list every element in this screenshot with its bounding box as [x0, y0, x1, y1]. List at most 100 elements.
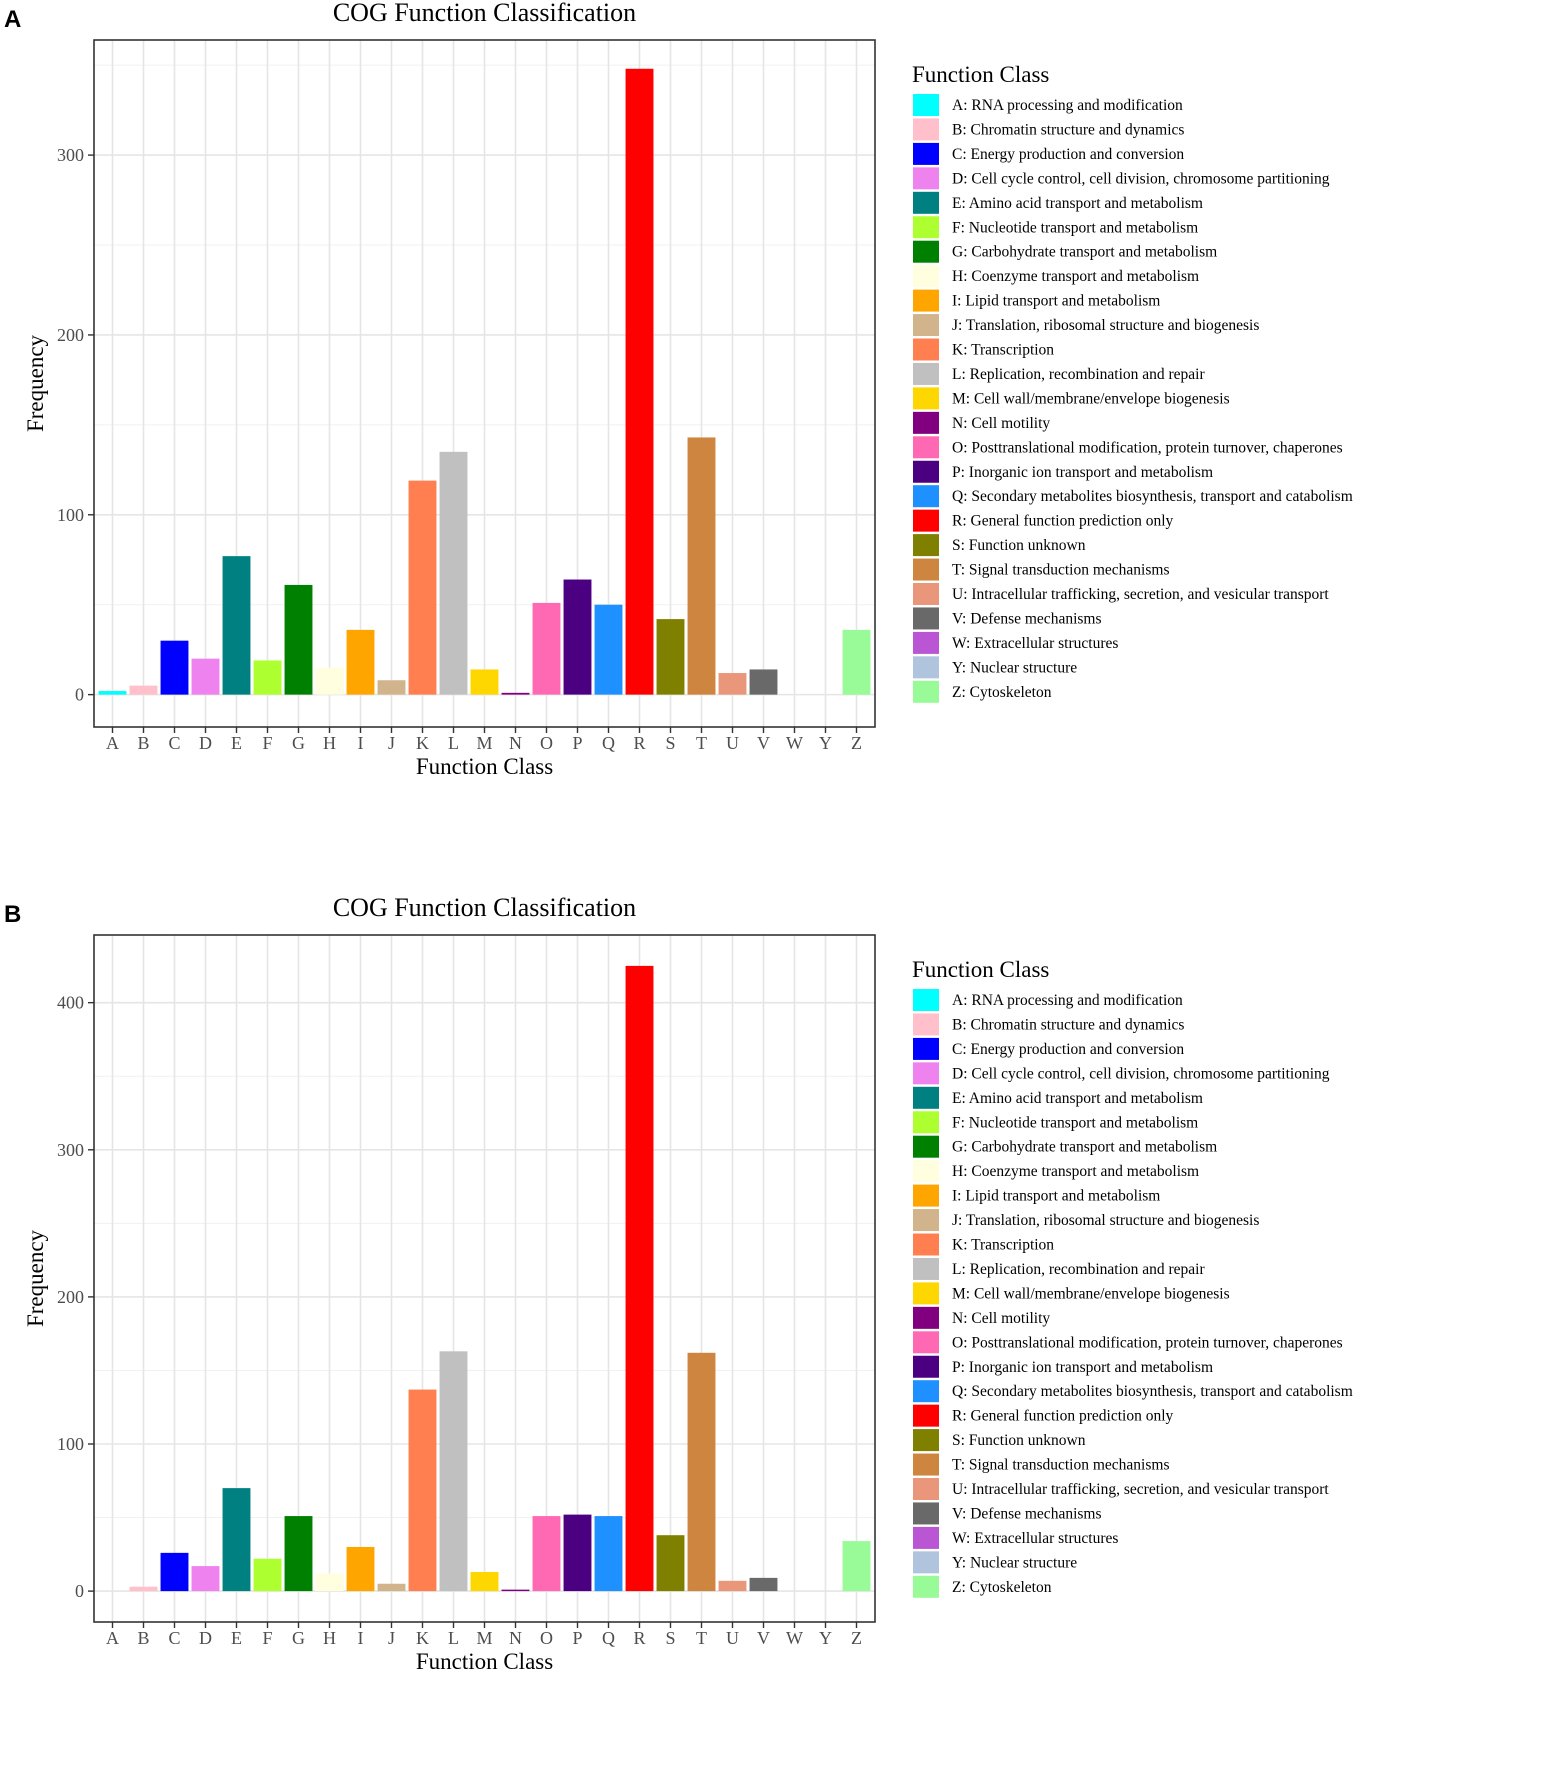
panel-letter: A [4, 6, 21, 33]
legend-key-b [913, 118, 939, 141]
x-tick-label: R [633, 733, 645, 753]
bar-b [129, 1586, 158, 1592]
y-tick-label: 300 [57, 145, 84, 165]
chart-title: COG Function Classification [333, 0, 636, 27]
legend-label-k: K: Transcription [952, 342, 1054, 359]
legend-key-f [913, 1111, 939, 1134]
y-tick-label: 200 [57, 325, 84, 345]
legend-label-q: Q: Secondary metabolites biosynthesis, t… [952, 488, 1353, 505]
legend-key-b [913, 1013, 939, 1036]
legend-key-i [913, 1184, 939, 1207]
bar-l [439, 451, 468, 695]
legend-label-j: J: Translation, ribosomal structure and … [952, 317, 1259, 334]
legend-key-y [913, 656, 939, 679]
legend-label-b: B: Chromatin structure and dynamics [952, 1016, 1184, 1033]
bar-u [718, 1580, 747, 1592]
legend-label-r: R: General function prediction only [952, 513, 1173, 530]
legend-key-m [913, 387, 939, 410]
bar-m [470, 1571, 499, 1592]
bar-j [377, 1583, 406, 1592]
x-tick-label: V [757, 733, 770, 753]
legend-key-c [913, 1037, 939, 1060]
legend-key-w [913, 1526, 939, 1549]
x-tick-label: A [106, 733, 119, 753]
panel-b: B COG Function Classification 0 100 200 300 40… [4, 893, 1353, 1674]
legend-label-l: L: Replication, recombination and repair [952, 1261, 1205, 1278]
bar-f [253, 660, 282, 695]
x-tick-label: R [633, 1628, 645, 1648]
x-tick-label: J [388, 733, 395, 753]
legend-key-r [913, 509, 939, 532]
bar-i [346, 1546, 375, 1592]
x-tick-label: O [540, 1628, 553, 1648]
x-tick-label: U [726, 733, 739, 753]
x-tick-label: F [262, 1628, 272, 1648]
x-tick-label: B [137, 1628, 149, 1648]
x-tick-label: M [476, 733, 492, 753]
legend-key-e [913, 191, 939, 214]
plot-area [93, 934, 876, 1623]
x-tick-label: C [168, 733, 180, 753]
legend-key-u [913, 1478, 939, 1500]
legend-label-g: G: Carbohydrate transport and metabolism [952, 1139, 1217, 1156]
x-tick-label: J [388, 1628, 395, 1648]
legend-label-c: C: Energy production and conversion [952, 146, 1184, 163]
legend-key-i [913, 289, 939, 312]
bar-r [625, 68, 654, 695]
bar-f [253, 1558, 282, 1592]
legend-label-n: N: Cell motility [952, 415, 1050, 432]
legend-key-d [913, 167, 939, 190]
x-tick-label: K [416, 1628, 429, 1648]
y-tick-label: 200 [57, 1287, 84, 1307]
legend-label-w: W: Extracellular structures [952, 1530, 1118, 1547]
bar-d [191, 1566, 220, 1592]
legend-label-m: M: Cell wall/membrane/envelope biogenesi… [952, 1285, 1230, 1302]
legend-key-g [913, 240, 939, 263]
x-tick-label: W [786, 1628, 803, 1648]
bar-h [315, 667, 344, 695]
legend-label-a: A: RNA processing and modification [952, 992, 1183, 1009]
x-axis-title: Function Class [416, 754, 553, 779]
legend-key-d [913, 1062, 939, 1085]
bar-h [315, 1573, 344, 1592]
x-tick-label: G [292, 733, 305, 753]
bar-p [563, 579, 592, 695]
legend-key-t [913, 1453, 939, 1476]
bar-p [563, 1514, 592, 1592]
x-tick-label: D [199, 733, 212, 753]
y-tick-label: 0 [75, 685, 84, 705]
legend-key-s [913, 534, 939, 557]
legend-label-s: S: Function unknown [952, 1432, 1086, 1449]
x-tick-label: L [448, 733, 459, 753]
legend-label-j: J: Translation, ribosomal structure and … [952, 1212, 1259, 1229]
legend-key-g [913, 1135, 939, 1158]
x-tick-label: A [106, 1628, 119, 1648]
legend-label-y: Y: Nuclear structure [952, 659, 1077, 676]
bar-m [470, 669, 499, 695]
x-tick-label: P [572, 1628, 582, 1648]
legend-label-a: A: RNA processing and modification [952, 97, 1183, 114]
legend-label-n: N: Cell motility [952, 1310, 1050, 1327]
x-axis-title: Function Class [416, 1649, 553, 1674]
bar-k [408, 1389, 437, 1592]
x-tick-label: Z [851, 733, 862, 753]
x-tick-label: M [476, 1628, 492, 1648]
legend-label-i: I: Lipid transport and metabolism [952, 1188, 1160, 1205]
x-tick-label: V [757, 1628, 770, 1648]
y-axis-title: Frequency [23, 334, 48, 432]
bar-l [439, 1351, 468, 1592]
legend-key-p [913, 1355, 939, 1378]
legend-key-k [913, 338, 939, 361]
x-tick-label: H [323, 1628, 336, 1648]
legend-label-f: F: Nucleotide transport and metabolism [952, 219, 1198, 236]
legend-key-j [913, 314, 939, 337]
x-tick-label: Y [819, 733, 832, 753]
legend-label-f: F: Nucleotide transport and metabolism [952, 1114, 1198, 1131]
bar-t [687, 1352, 716, 1592]
bar-e [222, 556, 251, 695]
x-tick-label: W [786, 733, 803, 753]
bar-t [687, 437, 716, 695]
bar-j [377, 680, 406, 695]
legend-title: Function Class [912, 62, 1049, 87]
